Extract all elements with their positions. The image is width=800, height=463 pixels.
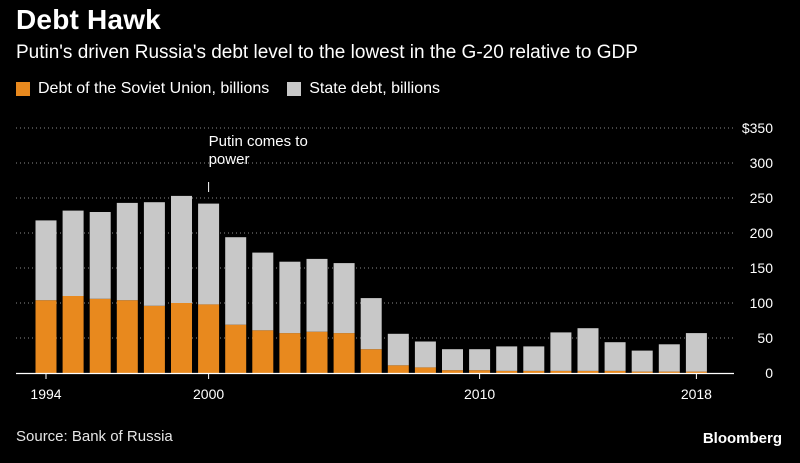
bar-state-debt: [306, 258, 328, 332]
chart-subtitle: Putin's driven Russia's debt level to th…: [16, 42, 638, 63]
x-tick-label: 2018: [681, 386, 712, 402]
bar-soviet-debt: [604, 370, 626, 373]
bar-state-debt: [198, 203, 220, 305]
legend-label-state-debt: State debt, billions: [309, 80, 440, 97]
bar-state-debt: [604, 342, 626, 371]
bar-soviet-debt: [496, 370, 518, 373]
bar-soviet-debt: [360, 349, 382, 373]
y-tick-label: $350: [742, 120, 773, 136]
bar-state-debt: [658, 344, 680, 372]
y-tick-label: 200: [750, 225, 774, 241]
chart-title: Debt Hawk: [16, 4, 161, 35]
bar-state-debt: [469, 349, 491, 371]
bar-soviet-debt: [62, 296, 84, 373]
source-note: Source: Bank of Russia: [16, 428, 173, 445]
bar-soviet-debt: [279, 333, 301, 373]
bar-soviet-debt: [523, 370, 545, 373]
bar-state-debt: [225, 237, 247, 325]
annotation-text: Putin comes to: [209, 133, 308, 150]
bar-soviet-debt: [414, 367, 436, 373]
bar-soviet-debt: [387, 365, 409, 373]
bloomberg-logo: Bloomberg: [702, 430, 782, 447]
bar-soviet-debt: [116, 300, 138, 373]
legend-item-soviet-debt: Debt of the Soviet Union, billions: [16, 80, 269, 98]
y-tick-label: 100: [750, 295, 774, 311]
y-tick-label: 50: [757, 330, 773, 346]
bar-soviet-debt: [171, 303, 192, 373]
x-tick-label: 2000: [193, 386, 224, 402]
bar-state-debt: [279, 261, 301, 334]
annotation-text: power: [209, 151, 250, 168]
legend-swatch-state-debt: [287, 82, 302, 96]
x-tick-label: 2010: [464, 386, 495, 402]
bar-state-debt: [252, 252, 274, 331]
bar-state-debt: [143, 202, 165, 306]
bar-soviet-debt: [685, 371, 707, 373]
bar-soviet-debt: [252, 330, 274, 373]
legend-swatch-soviet-debt: [16, 82, 30, 96]
bar-state-debt: [387, 333, 409, 366]
bar-soviet-debt: [442, 370, 463, 373]
bar-state-debt: [631, 350, 653, 372]
bar-state-debt: [360, 298, 382, 350]
bar-state-debt: [62, 210, 84, 296]
bar-soviet-debt: [333, 333, 355, 373]
bar-soviet-debt: [631, 371, 653, 373]
bar-state-debt: [577, 328, 599, 371]
bar-state-debt: [442, 349, 463, 371]
bar-soviet-debt: [577, 370, 599, 373]
legend: Debt of the Soviet Union, billions State…: [16, 80, 458, 98]
bar-soviet-debt: [658, 371, 680, 373]
legend-label-soviet-debt: Debt of the Soviet Union, billions: [38, 80, 270, 97]
x-tick-label: 1994: [30, 386, 61, 402]
bar-state-debt: [171, 195, 192, 303]
bar-state-debt: [685, 333, 707, 372]
legend-item-state-debt: State debt, billions: [287, 80, 440, 98]
bar-soviet-debt: [198, 304, 220, 373]
bar-soviet-debt: [143, 305, 165, 373]
bar-state-debt: [116, 202, 138, 301]
y-tick-label: 250: [750, 190, 774, 206]
bar-state-debt: [550, 332, 572, 371]
y-tick-label: 0: [765, 365, 773, 381]
bar-soviet-debt: [550, 370, 572, 373]
bar-soviet-debt: [306, 331, 328, 373]
bar-state-debt: [496, 346, 518, 371]
bar-state-debt: [89, 212, 111, 299]
y-tick-label: 150: [750, 260, 774, 276]
y-tick-label: 300: [750, 155, 774, 171]
bar-state-debt: [523, 346, 545, 371]
bar-soviet-debt: [89, 298, 111, 373]
bar-state-debt: [333, 263, 355, 334]
bar-soviet-debt: [225, 324, 247, 373]
bar-state-debt: [35, 220, 57, 301]
bar-state-debt: [414, 341, 436, 368]
bar-soviet-debt: [35, 300, 57, 373]
bar-soviet-debt: [469, 370, 491, 373]
